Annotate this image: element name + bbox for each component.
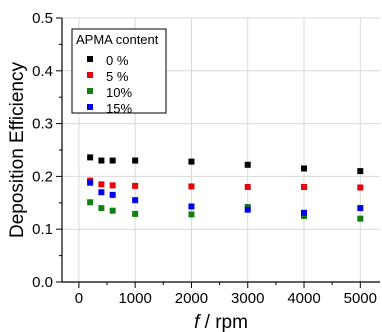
x-axis-title-unit: / rpm bbox=[199, 312, 248, 332]
data-point-15pct bbox=[244, 206, 251, 213]
data-point-15pct bbox=[301, 209, 308, 216]
ticks: 0 1000 2000 3000 4000 5000 0.0 0.1 0.2 0.3 0.4 0.5 bbox=[32, 10, 377, 307]
data-points bbox=[87, 154, 364, 222]
data-point-10pct bbox=[109, 207, 116, 214]
legend-label-0pct: 0 % bbox=[106, 53, 129, 68]
legend-label-15pct: 15% bbox=[106, 101, 132, 116]
data-point-10pct bbox=[357, 215, 364, 222]
grid bbox=[62, 17, 380, 283]
data-point-5pct bbox=[98, 181, 105, 188]
data-point-0pct bbox=[188, 158, 195, 165]
x-tick-label: 5000 bbox=[344, 290, 377, 307]
y-tick-label: 0.3 bbox=[32, 116, 53, 133]
legend-label-10pct: 10% bbox=[106, 85, 132, 100]
legend-label-5pct: 5 % bbox=[106, 69, 129, 84]
legend-marker-15pct bbox=[87, 104, 93, 110]
data-point-10pct bbox=[188, 211, 195, 218]
data-point-15pct bbox=[357, 205, 364, 212]
data-point-0pct bbox=[109, 157, 116, 164]
x-tick-label: 0 bbox=[75, 290, 83, 307]
data-point-0pct bbox=[244, 161, 251, 168]
data-point-15pct bbox=[109, 191, 116, 198]
x-axis-title-variable: f bbox=[194, 312, 201, 332]
data-point-5pct bbox=[109, 182, 116, 189]
data-point-10pct bbox=[132, 210, 139, 217]
x-axis-title: f / rpm bbox=[194, 312, 248, 332]
data-point-0pct bbox=[87, 154, 94, 161]
data-point-10pct bbox=[98, 205, 105, 212]
data-point-15pct bbox=[98, 189, 105, 196]
data-point-10pct bbox=[87, 199, 94, 206]
data-point-5pct bbox=[301, 183, 308, 190]
x-tick-label: 4000 bbox=[287, 290, 320, 307]
legend: APMA content 0 %5 %10%15% bbox=[71, 28, 167, 116]
x-tick-label: 2000 bbox=[175, 290, 208, 307]
y-tick-label: 0.4 bbox=[32, 63, 53, 80]
data-point-0pct bbox=[301, 165, 308, 172]
data-point-15pct bbox=[87, 179, 94, 186]
x-tick-label: 1000 bbox=[118, 290, 151, 307]
data-point-10pct bbox=[301, 213, 308, 219]
y-tick-label: 0.5 bbox=[32, 10, 53, 27]
legend-title: APMA content bbox=[76, 32, 159, 47]
data-point-5pct bbox=[357, 184, 364, 191]
data-point-15pct bbox=[132, 197, 139, 204]
data-point-5pct bbox=[188, 183, 195, 190]
data-point-0pct bbox=[357, 168, 364, 175]
y-axis-title: Deposition Efficiency bbox=[7, 61, 28, 238]
data-point-5pct bbox=[244, 183, 251, 190]
y-tick-label: 0.1 bbox=[32, 221, 53, 238]
data-point-0pct bbox=[98, 157, 105, 164]
x-tick-label: 3000 bbox=[231, 290, 264, 307]
data-point-15pct bbox=[188, 203, 195, 210]
legend-marker-10pct bbox=[87, 88, 93, 94]
y-tick-label: 0.0 bbox=[32, 274, 53, 291]
legend-marker-0pct bbox=[87, 56, 93, 62]
y-tick-label: 0.2 bbox=[32, 168, 53, 185]
legend-box bbox=[71, 28, 167, 114]
data-point-0pct bbox=[132, 157, 139, 164]
data-point-5pct bbox=[132, 182, 139, 189]
legend-marker-5pct bbox=[87, 72, 93, 78]
